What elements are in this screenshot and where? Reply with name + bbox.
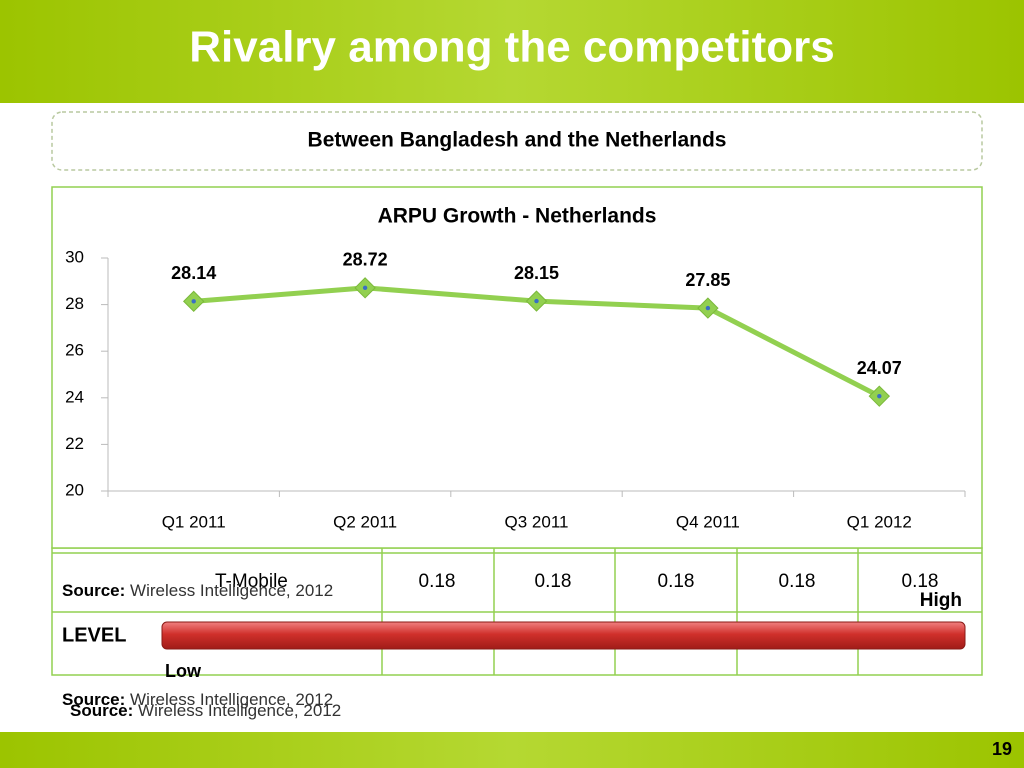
table-cell: 0.18	[419, 571, 456, 592]
footer-band	[0, 732, 1024, 768]
level-high: High	[920, 590, 962, 611]
subtitle-box	[51, 111, 983, 171]
table-cell: 0.18	[658, 571, 695, 592]
table-cell: 0.18	[902, 571, 939, 592]
data-label: 28.14	[171, 263, 216, 283]
level-bar	[161, 621, 966, 650]
header-band	[0, 0, 1024, 103]
x-tick-label: Q2 2011	[333, 512, 397, 531]
x-tick-label: Q1 2012	[847, 512, 912, 531]
x-tick-label: Q3 2011	[505, 512, 569, 531]
point-center	[191, 299, 196, 304]
chart-title: ARPU Growth - Netherlands	[378, 205, 657, 228]
y-tick-label: 30	[65, 247, 84, 266]
data-label: 27.85	[685, 270, 730, 290]
level-label: LEVEL	[62, 624, 126, 646]
plot-area: 20 22 24 26 28 30 Q1 2011 Q2 2011 Q3 2011 Q4 2011…	[65, 247, 966, 531]
source-text: Wireless Intelligence, 2012	[130, 690, 333, 709]
point-center	[534, 298, 539, 304]
chart-frame	[51, 186, 983, 549]
data-label: 28.72	[343, 250, 388, 270]
y-tick-label: 22	[65, 434, 84, 453]
source-label: Source:	[62, 690, 125, 709]
y-tick-label: 24	[65, 387, 84, 406]
table-columns	[381, 548, 859, 675]
y-tick-label: 26	[65, 341, 84, 360]
source-label: Source:	[70, 701, 133, 720]
data-label: 24.07	[857, 358, 902, 378]
source-text: Wireless Intelligence, 2012	[130, 581, 333, 600]
y-tick-label: 20	[65, 480, 84, 499]
point-center	[362, 285, 368, 291]
table-cell: 0.18	[779, 571, 816, 592]
page-number: 19	[992, 739, 1012, 759]
x-tick-label: Q4 2011	[676, 512, 740, 531]
data-label: 28.15	[514, 263, 559, 283]
slide-title: Rivalry among the competitors	[189, 23, 834, 72]
x-tick-label: Q1 2011	[162, 512, 226, 531]
source-label: Source:	[62, 581, 125, 600]
y-tick-label: 28	[65, 294, 84, 313]
table-cell: T-Mobile	[215, 571, 288, 592]
source: Source: Wireless Intelligence, 2012	[62, 581, 333, 600]
source: Source: Wireless Intelligence, 2012	[70, 701, 341, 720]
point-center	[705, 305, 711, 311]
point-center	[877, 393, 882, 399]
source-text: Wireless Intelligence, 2012	[138, 701, 341, 720]
level-low: Low	[165, 661, 202, 681]
table-cell: 0.18	[535, 571, 572, 592]
subtitle: Between Bangladesh and the Netherlands	[308, 129, 727, 152]
source: Source: Wireless Intelligence, 2012	[62, 690, 333, 709]
